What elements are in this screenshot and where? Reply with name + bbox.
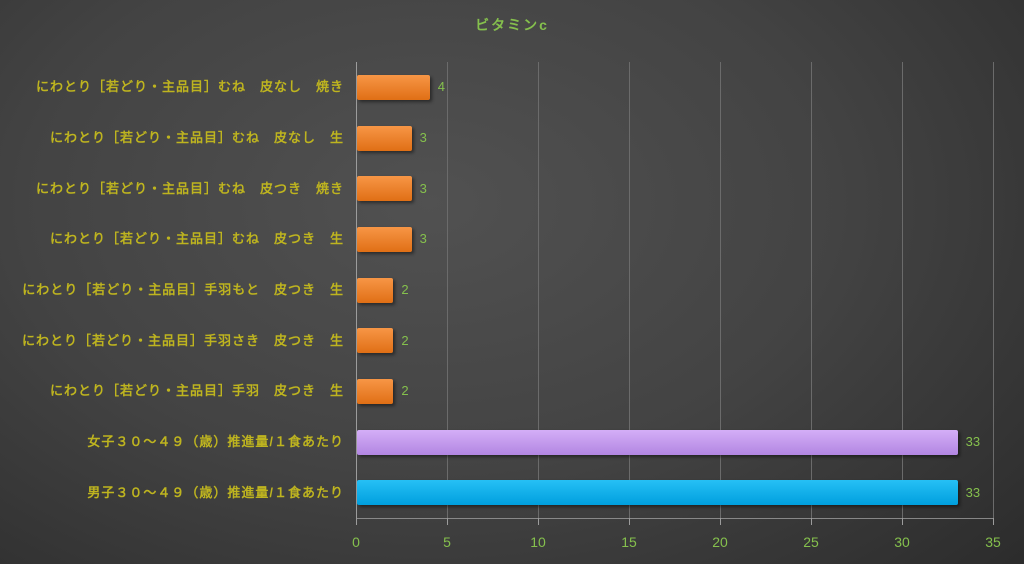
category-label: にわとり［若どり・主品目］むね 皮つき 焼き [35, 180, 344, 196]
x-axis-tick-label: 10 [530, 534, 546, 550]
gridline [447, 62, 448, 518]
bar [357, 429, 958, 455]
x-axis-tickmark [902, 518, 903, 525]
gridline [629, 62, 630, 518]
category-label: にわとり［若どり・主品目］手羽もと 皮つき 生 [22, 282, 344, 297]
bar [357, 74, 430, 100]
value-label: 2 [401, 332, 409, 348]
bar [357, 277, 394, 303]
value-label: 2 [401, 383, 409, 399]
bar [357, 378, 394, 404]
value-label: 4 [437, 79, 446, 95]
gridline [902, 62, 903, 518]
bar [357, 328, 394, 354]
value-label: 3 [419, 231, 427, 247]
bar [357, 125, 412, 151]
gridline [811, 62, 812, 518]
category-axis-line [356, 518, 994, 519]
category-label: にわとり［若どり・主品目］むね 皮なし 生 [49, 130, 344, 145]
x-axis-tick-label: 5 [443, 534, 451, 550]
x-axis-tickmark [993, 518, 994, 525]
value-label: 33 [965, 434, 981, 449]
x-axis-tickmark [538, 518, 539, 525]
bar [357, 176, 412, 202]
value-label: 2 [401, 282, 409, 297]
category-label: にわとり［若どり・主品目］手羽 皮つき 生 [49, 383, 344, 399]
value-label: 3 [419, 180, 427, 196]
bar [357, 226, 412, 252]
x-axis-tick-label: 0 [352, 534, 360, 550]
x-axis-tickmark [447, 518, 448, 525]
gridline [538, 62, 539, 518]
category-label: にわとり［若どり・主品目］手羽さき 皮つき 生 [21, 332, 344, 348]
value-axis-line [356, 62, 357, 518]
category-label: 女子３０～４９（歳）推進量/１食あたり [87, 434, 344, 449]
x-axis-tick-label: 20 [712, 534, 728, 550]
x-axis-tick-label: 30 [894, 534, 910, 550]
value-label: 33 [965, 484, 981, 500]
category-label: にわとり［若どり・主品目］むね 皮なし 焼き [35, 79, 344, 95]
x-axis-tick-label: 35 [985, 534, 1001, 550]
gridline [993, 62, 994, 518]
x-axis-tick-label: 15 [621, 534, 637, 550]
x-axis-tickmark [720, 518, 721, 525]
category-label: 男子３０～４９（歳）推進量/１食あたり [87, 484, 344, 500]
x-axis-tick-label: 25 [803, 534, 819, 550]
category-label: にわとり［若どり・主品目］むね 皮つき 生 [49, 231, 344, 247]
x-axis-tickmark [356, 518, 357, 525]
chart-title: ビタミンc [475, 17, 549, 33]
x-axis-tickmark [629, 518, 630, 525]
bar [357, 480, 958, 506]
x-axis-tickmark [811, 518, 812, 525]
gridline [720, 62, 721, 518]
value-label: 3 [419, 130, 427, 145]
